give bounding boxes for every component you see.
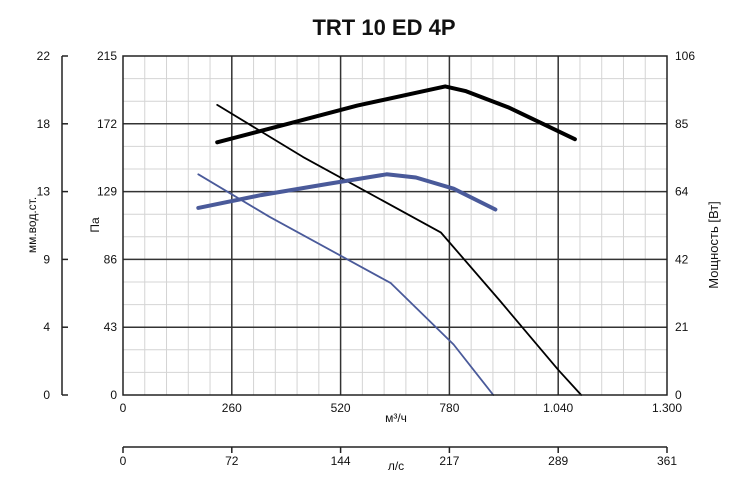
y-tick-label-pa: 215 (97, 49, 117, 63)
y-tick-label-power: 0 (675, 388, 682, 402)
y-axis-label-pa: Па (88, 217, 102, 233)
y-tick-label-power: 106 (675, 49, 695, 63)
x-tick-label-ls: 289 (548, 454, 568, 468)
y-axis-label-mm: мм.вод.ст. (25, 197, 39, 253)
curve-pressure-high (216, 104, 583, 396)
y-tick-label-mm: 0 (43, 388, 50, 402)
x-tick-label-m3h: 0 (120, 401, 127, 415)
curve-pressure-low (197, 173, 495, 396)
y-tick-label-power: 21 (675, 320, 689, 334)
x-tick-label-ls: 72 (225, 454, 239, 468)
x-tick-label-ls: 217 (439, 454, 459, 468)
y-tick-label-mm: 13 (37, 185, 51, 199)
plot-frame (122, 55, 668, 396)
y-tick-label-mm: 9 (43, 252, 50, 266)
curve-power-high (215, 84, 577, 145)
tick-labels: 0 4 9 13 18 22 0 43 86 129 172 215 0 21 42 64 85 106 0 260 5… (37, 49, 696, 468)
x-tick-label-m3h: 260 (222, 401, 242, 415)
performance-curves (196, 84, 583, 396)
y-tick-label-pa: 0 (110, 388, 117, 402)
x-axis-label-m3h: м³/ч (385, 411, 407, 425)
x-tick-label-m3h: 1.300 (652, 401, 682, 415)
chart-title: TRT 10 ED 4P (312, 15, 455, 40)
minor-grid (123, 56, 667, 395)
curve-power-low (196, 172, 498, 212)
x-tick-label-ls: 361 (657, 454, 677, 468)
y-tick-label-mm: 4 (43, 320, 50, 334)
x-tick-label-ls: 0 (120, 454, 127, 468)
y-tick-label-pa: 172 (97, 117, 117, 131)
axes (61, 55, 668, 453)
y-tick-label-power: 64 (675, 185, 689, 199)
x-tick-label-m3h: 1.040 (543, 401, 573, 415)
x-tick-label-ls: 144 (331, 454, 351, 468)
x-tick-label-m3h: 520 (331, 401, 351, 415)
y-axis-label-power: Мощность [Вт] (706, 201, 721, 289)
y-tick-label-pa: 129 (97, 185, 117, 199)
y-tick-label-power: 42 (675, 252, 689, 266)
major-grid (123, 56, 667, 395)
y-tick-label-mm: 18 (37, 117, 51, 131)
y-tick-label-mm: 22 (37, 49, 51, 63)
y-tick-label-pa: 86 (104, 252, 118, 266)
x-axis-label-ls: л/с (388, 459, 404, 473)
y-tick-label-power: 85 (675, 117, 689, 131)
x-tick-label-m3h: 780 (439, 401, 459, 415)
y-tick-label-pa: 43 (104, 320, 118, 334)
